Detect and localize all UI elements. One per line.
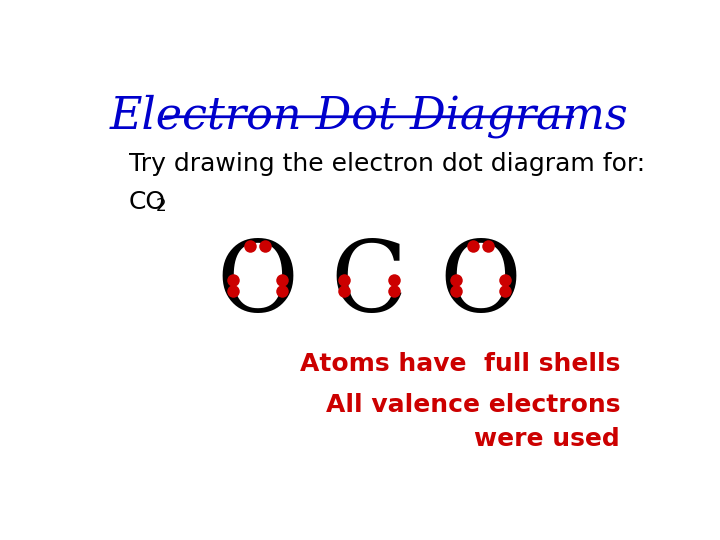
Text: CO: CO	[129, 190, 166, 213]
Text: Electron Dot Diagrams: Electron Dot Diagrams	[109, 94, 629, 138]
Text: O: O	[440, 237, 521, 333]
Text: C: C	[330, 237, 408, 333]
Text: 2: 2	[156, 197, 166, 214]
Text: Atoms have  full shells: Atoms have full shells	[300, 352, 620, 376]
Text: O: O	[217, 237, 298, 333]
Text: Try drawing the electron dot diagram for:: Try drawing the electron dot diagram for…	[129, 152, 645, 176]
Text: All valence electrons
were used: All valence electrons were used	[325, 393, 620, 451]
